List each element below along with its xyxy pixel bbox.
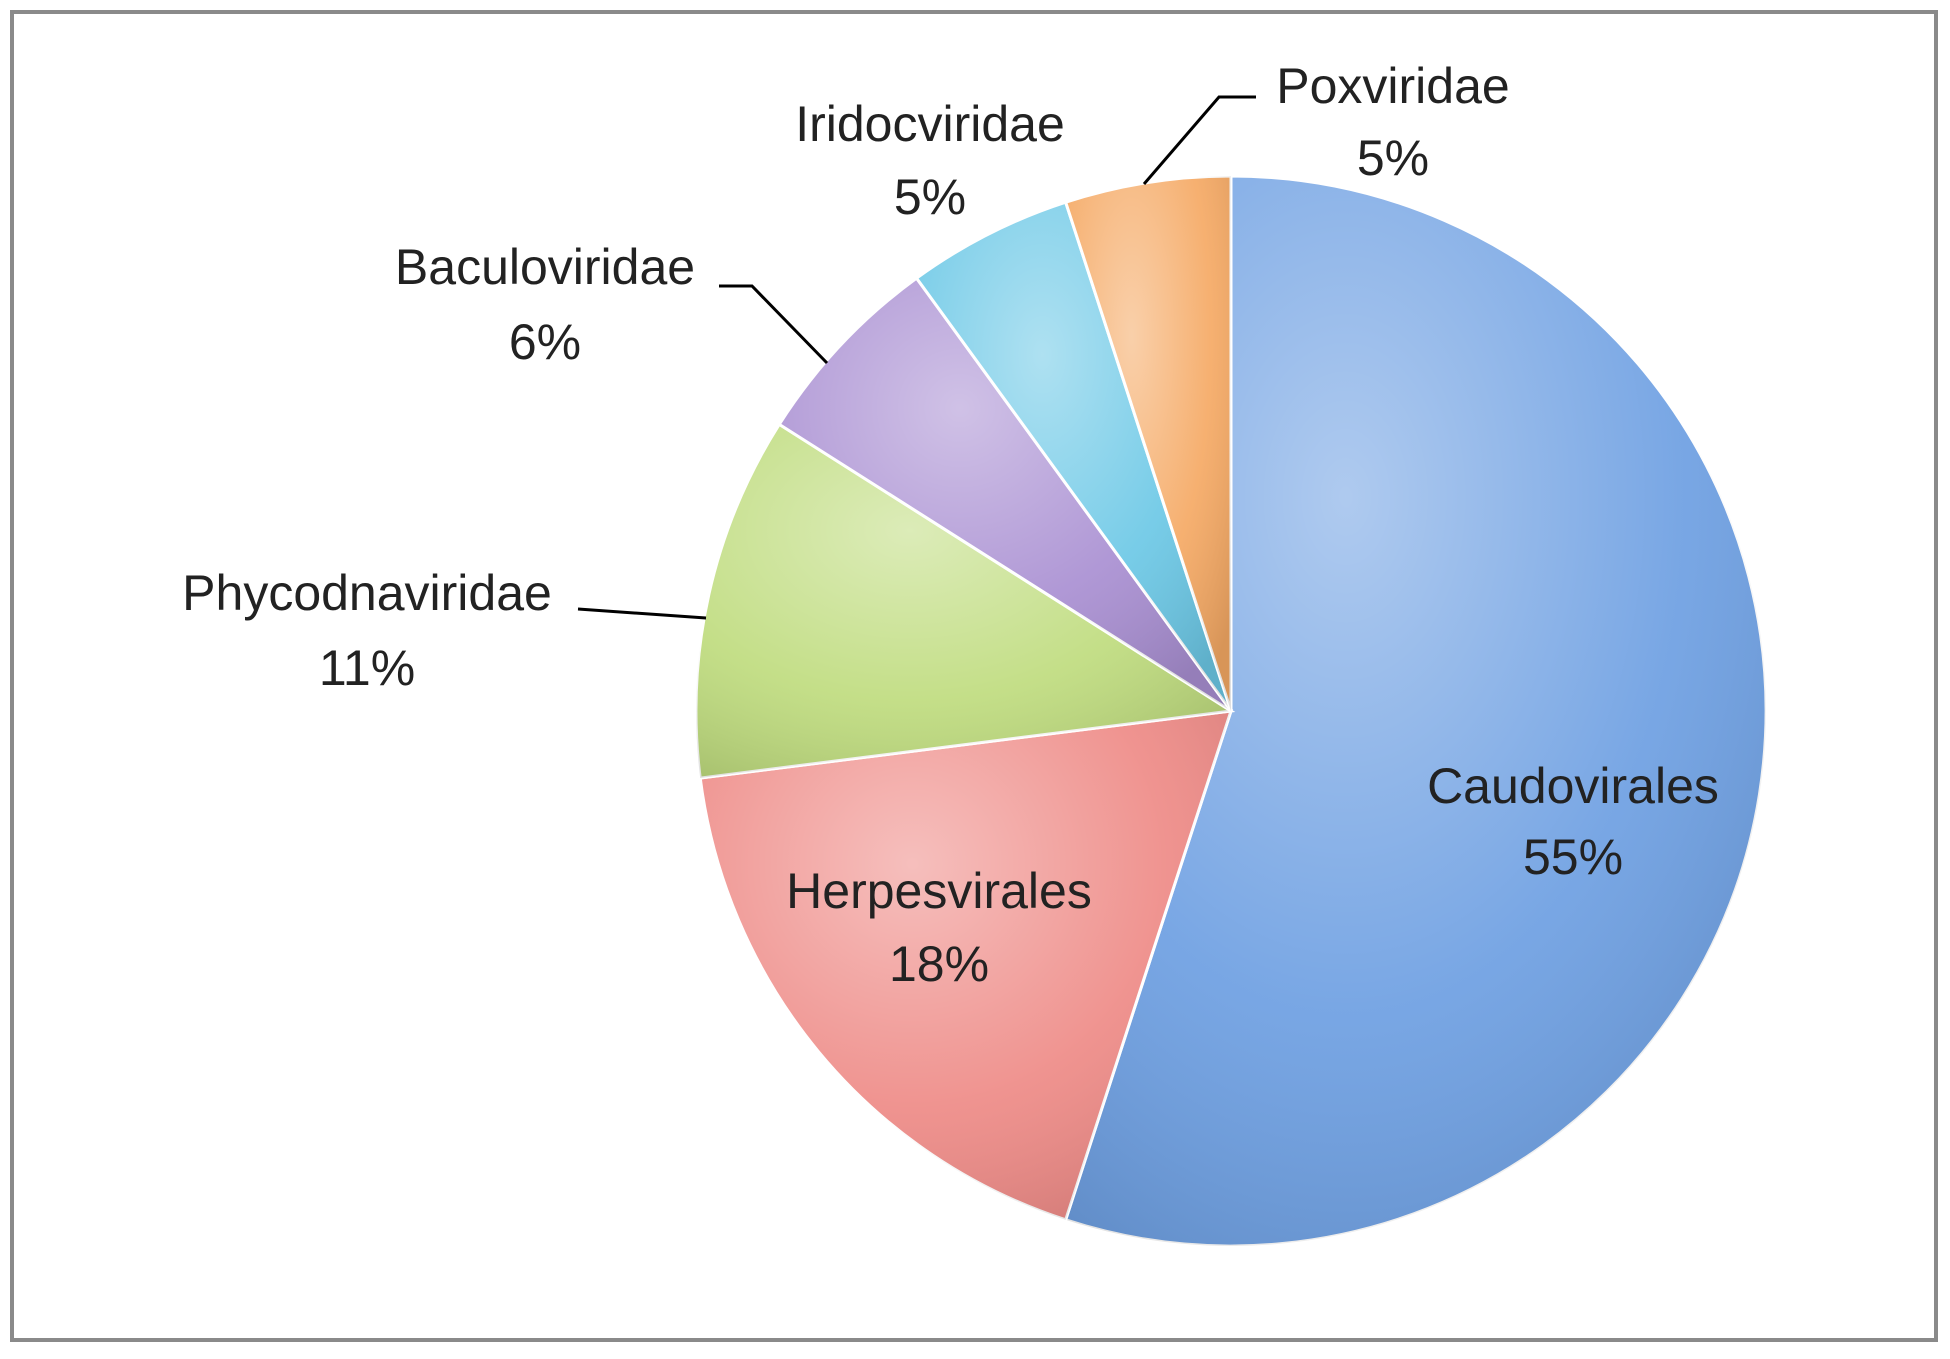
leader-line (719, 284, 829, 365)
slice-shading (916, 202, 1231, 712)
value-label: 11% (319, 640, 415, 696)
slice-shading (700, 711, 1231, 1220)
value-label: 6% (509, 314, 581, 370)
leader-line (577, 607, 707, 620)
leader-line (1142, 95, 1256, 185)
category-label: Baculoviridae (395, 239, 695, 295)
labels: Caudovirales 55% Herpesvirales 18% Phycodnav… (182, 58, 1719, 992)
category-label: Herpesvirales (786, 863, 1092, 919)
slice-shading (1065, 176, 1767, 1247)
value-label: 18% (889, 936, 989, 992)
value-label: 5% (1357, 130, 1429, 186)
category-label: Caudovirales (1427, 758, 1719, 814)
value-label: 5% (894, 169, 966, 225)
slice-shading (779, 278, 1231, 711)
category-label: Iridocviridae (795, 96, 1065, 152)
value-label: 55% (1523, 829, 1623, 885)
slice-shading (696, 424, 1231, 779)
slice-shading (1065, 176, 1231, 711)
category-label: Phycodnaviridae (182, 565, 552, 621)
category-label: Poxviridae (1276, 58, 1509, 114)
pie (694, 174, 1768, 1248)
